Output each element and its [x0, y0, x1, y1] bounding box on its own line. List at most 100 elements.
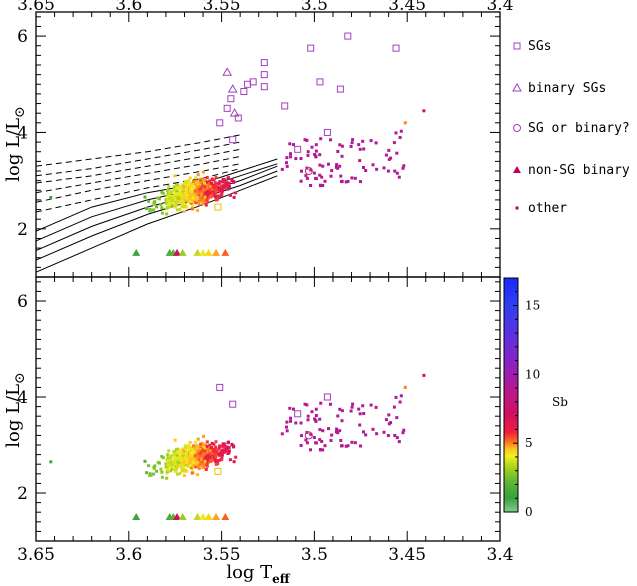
supergiant-marker — [294, 145, 302, 153]
star-point — [329, 138, 332, 142]
star-point — [208, 449, 212, 453]
bottom-panel: 2 4 6 3.65 3.6 3.55 3.5 3.45 3.4 — [17, 276, 514, 565]
star-point — [232, 195, 236, 199]
star-point — [178, 472, 182, 476]
star-point — [218, 444, 222, 448]
star-point — [292, 407, 295, 411]
star-point — [224, 184, 228, 188]
supergiant-marker — [260, 59, 268, 67]
star-point — [188, 176, 192, 180]
star-point — [374, 405, 378, 409]
star-point — [202, 434, 205, 438]
star-point — [149, 209, 153, 213]
star-point — [303, 138, 307, 142]
star-point — [387, 148, 391, 152]
star-point — [309, 448, 312, 452]
star-point — [189, 460, 192, 464]
star-point — [192, 463, 196, 467]
star-point — [205, 193, 209, 197]
star-point — [152, 472, 155, 476]
colorbar-ticks: 0 5 10 15 — [513, 277, 540, 519]
star-point — [211, 183, 215, 187]
colorbar-gradient — [503, 277, 519, 513]
star-point — [334, 430, 338, 434]
star-point — [203, 195, 207, 199]
star-point — [349, 145, 353, 148]
star-point — [359, 444, 362, 448]
star-point — [403, 385, 407, 389]
star-point — [181, 204, 185, 208]
star-point — [192, 199, 196, 202]
star-point — [230, 442, 234, 446]
star-point — [213, 458, 217, 461]
star-point — [178, 207, 182, 211]
star-point — [217, 182, 221, 185]
star-point — [216, 194, 220, 198]
other-stars-top — [49, 109, 426, 216]
star-point — [214, 175, 218, 179]
star-point — [362, 412, 366, 415]
star-point — [145, 471, 149, 475]
star-point — [177, 460, 181, 464]
star-point — [336, 414, 340, 418]
star-point — [186, 447, 190, 451]
star-point — [196, 208, 200, 212]
star-point — [285, 161, 288, 165]
legend-label: binary SGs — [528, 81, 606, 96]
supergiant-marker — [240, 88, 248, 95]
star-point — [313, 153, 317, 156]
supergiant-marker — [216, 383, 224, 391]
star-point — [189, 190, 193, 193]
star-point — [205, 464, 209, 468]
star-point — [227, 181, 231, 185]
star-point — [323, 444, 327, 448]
star-point — [176, 458, 180, 462]
star-point — [362, 147, 366, 151]
star-point — [191, 450, 195, 454]
supergiant-marker — [294, 410, 302, 418]
star-point — [191, 204, 194, 208]
star-point — [164, 462, 168, 466]
x-tick-label-top: 3.45 — [388, 0, 426, 15]
star-point — [357, 407, 361, 411]
star-point — [358, 412, 362, 416]
star-point — [214, 190, 218, 194]
sg-or-binary-marker — [304, 167, 313, 175]
track-dashed — [36, 168, 241, 213]
star-point — [369, 139, 373, 143]
star-point — [190, 471, 194, 475]
star-point — [175, 466, 179, 470]
star-point — [318, 153, 322, 157]
star-point — [214, 181, 218, 185]
star-point — [222, 442, 226, 446]
star-point — [310, 410, 314, 414]
axes-frame — [35, 11, 501, 278]
star-point — [289, 152, 292, 156]
star-point — [303, 402, 307, 406]
star-point — [314, 441, 318, 445]
y-axis-label-top: log L/L⊙ — [3, 106, 28, 182]
star-point — [213, 193, 217, 197]
star-point — [309, 184, 312, 187]
star-point — [191, 461, 195, 464]
star-point — [205, 462, 209, 466]
x-tick-label-bottom: 3.65 — [17, 545, 55, 565]
star-point — [210, 177, 214, 181]
star-point — [389, 421, 393, 425]
binary-sg-marker — [229, 108, 240, 117]
star-point — [218, 453, 222, 457]
star-point — [182, 474, 186, 477]
star-point — [189, 201, 193, 205]
star-point — [164, 200, 168, 204]
star-point — [166, 194, 170, 198]
star-point — [227, 449, 231, 453]
star-point — [392, 141, 396, 145]
star-point — [338, 429, 342, 433]
star-point — [192, 182, 196, 185]
star-point — [176, 183, 180, 187]
colorbar-tick-label: 15 — [525, 299, 540, 313]
star-point — [285, 156, 289, 160]
star-point — [232, 181, 235, 184]
star-point — [397, 440, 401, 444]
non-sg-binary-marker — [204, 513, 213, 520]
